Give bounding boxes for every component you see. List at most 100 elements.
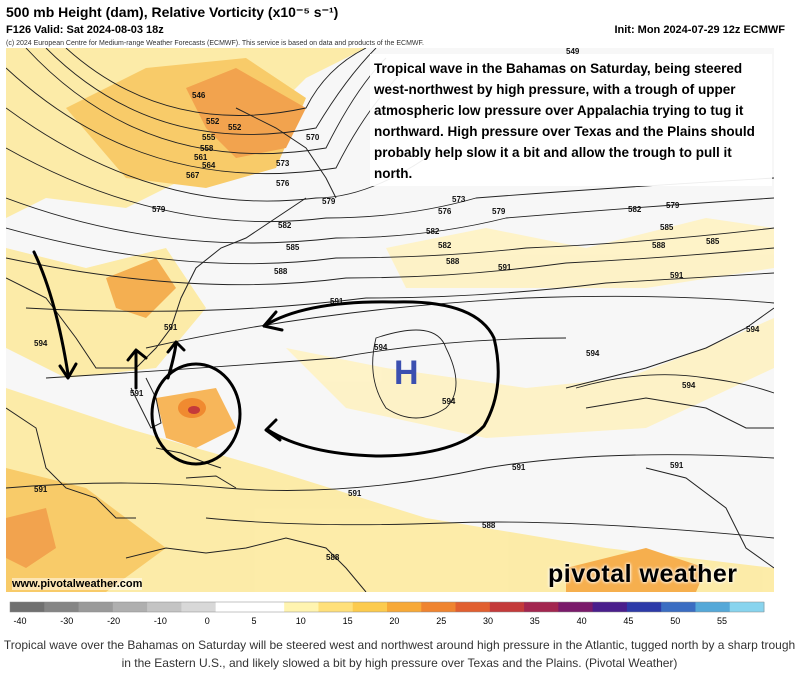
contour-label-555: 555 (202, 133, 216, 142)
contour-label-552: 552 (228, 123, 242, 132)
contour-label-546: 546 (192, 91, 206, 100)
contour-label-582: 582 (426, 227, 440, 236)
colorbar-swatch (249, 602, 285, 612)
colorbar-tick-label: 0 (205, 616, 210, 626)
texas-high-arrow (32, 250, 70, 376)
contour-label-582: 582 (628, 205, 642, 214)
contour-label-591: 591 (670, 271, 684, 280)
contour-label-588: 588 (652, 241, 666, 250)
colorbar-swatch (181, 602, 217, 612)
contour-label-573: 573 (276, 159, 290, 168)
contour-label-585: 585 (286, 243, 300, 252)
colorbar-swatch (215, 602, 251, 612)
contour-label-585: 585 (660, 223, 674, 232)
contour-label-591: 591 (348, 489, 362, 498)
contour-label-579: 579 (152, 205, 166, 214)
colorbar-swatch (387, 602, 422, 612)
weather-map-figure: 500 mb Height (dam), Relative Vorticity … (6, 4, 785, 626)
colorbar-swatch (592, 602, 628, 612)
colorbar-swatch (421, 602, 457, 612)
land-outlines (6, 107, 774, 592)
contour-label-588: 588 (446, 257, 460, 266)
colorbar-swatch (558, 602, 594, 612)
contour-label-591: 591 (130, 389, 144, 398)
contour-label-558: 558 (200, 144, 214, 153)
pivotal-weather-logo: pivotal weather (548, 560, 738, 588)
colorbar-swatch (455, 602, 491, 612)
contour-label-579: 579 (666, 201, 680, 210)
arrowhead-top (262, 310, 284, 332)
contour-label-594: 594 (586, 349, 600, 358)
colorbar-ticks: -40 -30 -20 -10 0 5 10 15 20 25 30 35 40 45 50 55 (13, 616, 727, 626)
northward-arrow-2 (166, 342, 178, 380)
contour-label-594: 594 (746, 325, 760, 334)
contour-label-567: 567 (186, 171, 200, 180)
colorbar-tick-label: 40 (577, 616, 587, 626)
arrowhead-bottom (264, 418, 282, 442)
tropical-wave-circle (150, 362, 242, 466)
annotation-text: Tropical wave in the Bahamas on Saturday… (370, 54, 772, 186)
colorbar-swatch (318, 602, 354, 612)
northward-arrowhead-1 (126, 348, 148, 362)
colorbar-tick-label: 45 (623, 616, 633, 626)
contour-label-594: 594 (442, 397, 456, 406)
contour-label-585: 585 (706, 237, 720, 246)
atlantic-high-circulation-loop (262, 300, 500, 458)
contour-label-579: 579 (322, 197, 336, 206)
colorbar-swatch (524, 602, 559, 612)
contour-label-594: 594 (34, 339, 48, 348)
colorbar-tick-label: 15 (343, 616, 353, 626)
contour-label-591: 591 (34, 485, 48, 494)
contour-label-576: 576 (276, 179, 290, 188)
colorbar-tick-label: 55 (717, 616, 727, 626)
northward-arrowhead-2 (166, 340, 186, 354)
contour-label-564: 564 (202, 161, 216, 170)
map-title: 500 mb Height (dam), Relative Vorticity … (6, 4, 339, 20)
contour-label-594: 594 (682, 381, 696, 390)
height-contours (6, 48, 774, 539)
colorbar-swatch (10, 602, 45, 612)
contour-label-588: 588 (326, 553, 340, 562)
colorbar-swatches (9, 601, 765, 613)
contour-label-576: 576 (438, 207, 452, 216)
contour-label-573: 573 (452, 195, 466, 204)
colorbar-tick-label: 5 (251, 616, 256, 626)
colorbar-tick-label: -20 (107, 616, 120, 626)
colorbar-swatch (112, 602, 148, 612)
tropical-wave-vorticity (178, 398, 206, 418)
contour-label-591: 591 (498, 263, 512, 272)
website-watermark: www.pivotalweather.com (12, 578, 143, 590)
colorbar-outline (9, 601, 765, 613)
colorbar-tick-label: 10 (296, 616, 306, 626)
colorbar-swatch (147, 602, 182, 612)
colorbar-tick-label: -30 (60, 616, 73, 626)
contour-label-549: 549 (566, 48, 580, 56)
contour-label-561: 561 (194, 153, 208, 162)
contour-label-570: 570 (306, 133, 320, 142)
init-time: Init: Mon 2024-07-29 12z ECMWF (614, 24, 785, 36)
contour-label-594: 594 (374, 343, 388, 352)
contour-label-552: 552 (206, 117, 220, 126)
contour-label-591: 591 (512, 463, 526, 472)
colorbar-swatch (489, 602, 525, 612)
colorbar-swatch (729, 602, 765, 612)
colorbar-swatch (695, 602, 731, 612)
colorbar-swatch (626, 602, 662, 612)
colorbar-tick-label: 30 (483, 616, 493, 626)
contour-label-591: 591 (164, 323, 178, 332)
colorbar-swatch (44, 602, 80, 612)
colorbar-swatch (661, 602, 696, 612)
colorbar-tick-label: 35 (530, 616, 540, 626)
contour-label-591: 591 (670, 461, 684, 470)
colorbar-tick-label: 25 (436, 616, 446, 626)
colorbar-tick-label: 50 (670, 616, 680, 626)
contour-label-579: 579 (492, 207, 506, 216)
figure-caption: Tropical wave over the Bahamas on Saturd… (3, 638, 796, 670)
contour-label-588: 588 (274, 267, 288, 276)
vorticity-shading (6, 48, 774, 592)
contour-label-582: 582 (438, 241, 452, 250)
colorbar-tick-label: -40 (13, 616, 26, 626)
colorbar: -40 -30 -20 -10 0 5 10 15 20 25 30 35 40 45 50 55 (9, 601, 765, 626)
colorbar-swatch (78, 602, 114, 612)
colorbar-swatch (284, 602, 319, 612)
